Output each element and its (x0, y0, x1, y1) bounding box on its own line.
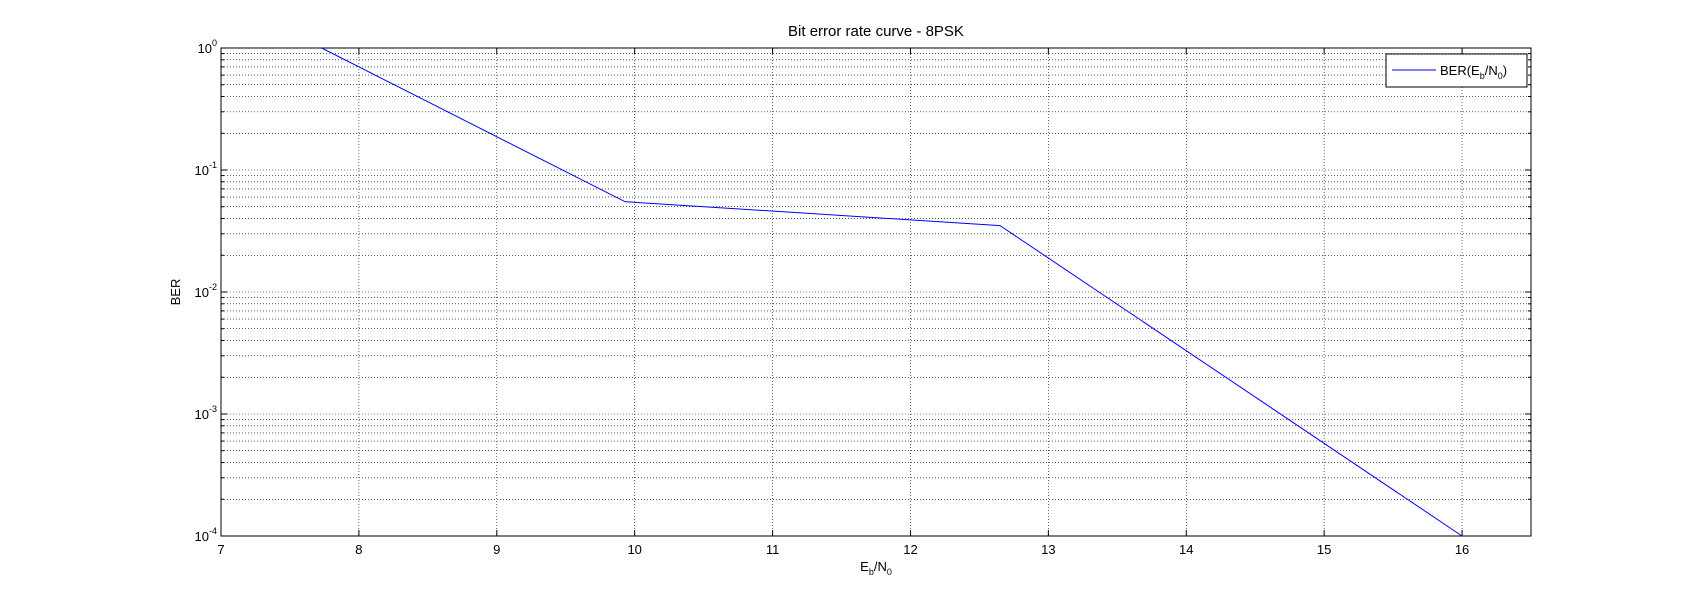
chart-title: Bit error rate curve - 8PSK (788, 23, 964, 40)
x-tick-label: 16 (1455, 542, 1469, 557)
x-label-sub1: b (869, 567, 874, 577)
major-grid (221, 48, 1531, 536)
y-tick-base: 10 (195, 163, 209, 178)
legend: BER(Eb/N0) (1385, 53, 1528, 88)
y-tick-exponent: -4 (209, 526, 217, 536)
legend-label-close: ) (1503, 63, 1507, 78)
legend-label-sub2: 0 (1498, 71, 1503, 81)
x-tick-label: 12 (903, 542, 917, 557)
x-tick-label: 10 (627, 542, 641, 557)
y-tick-base: 10 (198, 41, 212, 56)
legend-label-mid: /N (1485, 63, 1498, 78)
x-tick-label: 9 (493, 542, 500, 557)
y-tick-base: 10 (195, 529, 209, 544)
legend-label: BER(Eb/N0) (1440, 63, 1507, 81)
minor-grid (221, 53, 1531, 500)
y-tick-exponent: -1 (209, 160, 217, 170)
x-tick-label: 11 (766, 542, 780, 557)
y-tick-label: 10-3 (195, 404, 217, 422)
x-tick-label: 8 (355, 542, 362, 557)
legend-label-sub1: b (1480, 71, 1485, 81)
tick-marks (220, 47, 1531, 537)
y-tick-exponent: -2 (209, 282, 217, 292)
y-tick-exponent: 0 (212, 38, 217, 48)
x-label-main: E (860, 559, 869, 574)
series-line-ber (321, 47, 1463, 537)
y-tick-label: 10-1 (195, 160, 217, 178)
y-tick-label: 100 (198, 38, 217, 56)
x-tick-label: 13 (1041, 542, 1055, 557)
y-tick-base: 10 (195, 407, 209, 422)
y-tick-label: 10-2 (195, 282, 217, 300)
y-axis-label: BER (168, 279, 183, 306)
y-tick-base: 10 (195, 285, 209, 300)
x-tick-label: 7 (217, 542, 224, 557)
x-tick-labels: 7 8 9 10 11 12 13 14 15 16 (217, 542, 1469, 557)
y-tick-label: 10-4 (195, 526, 217, 544)
x-tick-label: 15 (1317, 542, 1331, 557)
legend-label-main: BER(E (1440, 63, 1480, 78)
y-tick-exponent: -3 (209, 404, 217, 414)
x-label-sub2: 0 (887, 567, 892, 577)
series-layer (321, 47, 1463, 537)
x-axis-label: Eb/N0 (860, 559, 892, 577)
x-tick-label: 14 (1179, 542, 1193, 557)
x-label-mid: /N (874, 559, 887, 574)
